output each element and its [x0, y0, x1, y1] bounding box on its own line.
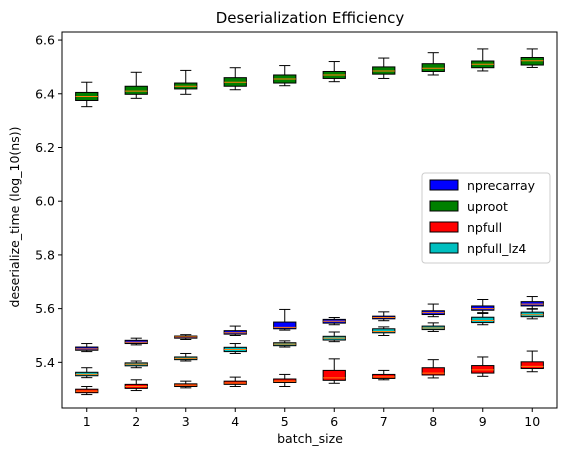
box-body	[520, 361, 544, 370]
box-npfull_lz4-8	[421, 322, 445, 332]
box-nprecarray-5	[273, 308, 297, 331]
box-body	[471, 316, 495, 324]
box-nprecarray-3	[174, 334, 198, 341]
legend-item-npfull_lz4: npfull_lz4	[429, 241, 526, 256]
x-tick-label: 8	[429, 414, 437, 429]
box-uproot-6	[322, 61, 346, 83]
legend-item-uproot: uproot	[429, 199, 508, 214]
legend-item-npfull: npfull	[429, 220, 502, 235]
box-uproot-3	[174, 69, 198, 95]
chart-title: Deserialization Efficiency	[216, 9, 405, 27]
legend: nprecarray uproot npfull npfull_lz4	[421, 172, 551, 264]
x-tick-label: 3	[182, 414, 190, 429]
y-tick-label: 5.8	[35, 247, 55, 262]
y-tick-label: 5.6	[35, 301, 55, 316]
x-tick-label: 6	[330, 414, 338, 429]
box-npfull-7	[372, 369, 396, 381]
box-nprecarray-10	[520, 296, 544, 310]
box-body	[471, 365, 495, 374]
y-axis-label: deserialize_time (log_10(ns))	[7, 127, 22, 308]
box-npfull-10	[520, 350, 544, 373]
legend-swatch	[429, 221, 459, 233]
y-tick-label: 6.2	[35, 140, 55, 155]
legend-label: uproot	[467, 199, 508, 214]
legend-swatch	[429, 179, 459, 191]
box-uproot-4	[223, 67, 247, 91]
box-npfull-8	[421, 359, 445, 379]
box-body	[124, 85, 148, 95]
box-nprecarray-2	[124, 337, 148, 346]
box-npfull_lz4-2	[124, 360, 148, 369]
box-npfull-2	[124, 379, 148, 392]
box-body	[421, 63, 445, 72]
box-npfull_lz4-4	[223, 343, 247, 354]
y-tick-label: 6.0	[35, 194, 55, 209]
box-body	[322, 369, 346, 381]
y-tick-label: 6.4	[35, 86, 55, 101]
x-tick-label: 1	[83, 414, 91, 429]
box-npfull_lz4-3	[174, 352, 198, 362]
x-tick-label: 7	[380, 414, 388, 429]
legend-label: npfull_lz4	[467, 241, 526, 256]
box-uproot-1	[75, 81, 99, 108]
x-tick-label: 4	[231, 414, 239, 429]
box-uproot-8	[421, 52, 445, 76]
box-body	[520, 57, 544, 66]
x-axis: 1 2 3 4 5 6 7 8 9 10	[83, 408, 540, 429]
plot-area	[61, 31, 558, 409]
legend-swatch	[429, 200, 459, 212]
box-uproot-9	[471, 48, 495, 72]
series-npfull	[75, 350, 544, 396]
legend-label: npfull	[467, 220, 502, 235]
box-npfull_lz4-10	[520, 308, 544, 320]
x-tick-label: 5	[281, 414, 289, 429]
legend-label: nprecarray	[467, 178, 536, 193]
series-uproot	[75, 48, 544, 108]
box-body	[273, 321, 297, 330]
box-body	[421, 367, 445, 376]
box-npfull_lz4-7	[372, 326, 396, 336]
box-body	[471, 305, 495, 311]
box-npfull-9	[471, 356, 495, 377]
box-uproot-2	[124, 71, 148, 99]
box-npfull_lz4-6	[322, 331, 346, 343]
legend-frame	[421, 172, 551, 264]
series-nprecarray	[75, 296, 544, 353]
box-npfull-1	[75, 386, 99, 396]
x-tick-label: 2	[132, 414, 140, 429]
box-nprecarray-7	[372, 311, 396, 322]
box-uproot-7	[372, 57, 396, 79]
box-nprecarray-9	[471, 298, 495, 314]
legend-swatch	[429, 242, 459, 254]
series-npfull_lz4	[75, 308, 544, 379]
box-nprecarray-4	[223, 325, 247, 336]
box-nprecarray-8	[421, 303, 445, 318]
box-npfull_lz4-5	[273, 340, 297, 348]
x-tick-label: 10	[524, 414, 540, 429]
y-tick-label: 6.6	[35, 33, 55, 48]
box-npfull_lz4-1	[75, 367, 99, 379]
y-axis: 5.4 5.6 5.8 6.0 6.2 6.4 6.6	[35, 33, 62, 370]
box-npfull-3	[174, 380, 198, 389]
box-uproot-10	[520, 48, 544, 68]
x-axis-label: batch_size	[277, 431, 343, 446]
x-tick-label: 9	[479, 414, 487, 429]
legend-item-nprecarray: nprecarray	[429, 178, 536, 193]
box-npfull-5	[273, 373, 297, 388]
box-uproot-5	[273, 65, 297, 87]
box-npfull-4	[223, 376, 247, 388]
box-body	[372, 328, 396, 334]
box-npfull_lz4-9	[471, 312, 495, 326]
plot-frame	[61, 31, 558, 409]
box-npfull-6	[322, 358, 346, 384]
box-nprecarray-1	[75, 343, 99, 353]
y-tick-label: 5.4	[35, 355, 55, 370]
box-nprecarray-6	[322, 316, 346, 326]
